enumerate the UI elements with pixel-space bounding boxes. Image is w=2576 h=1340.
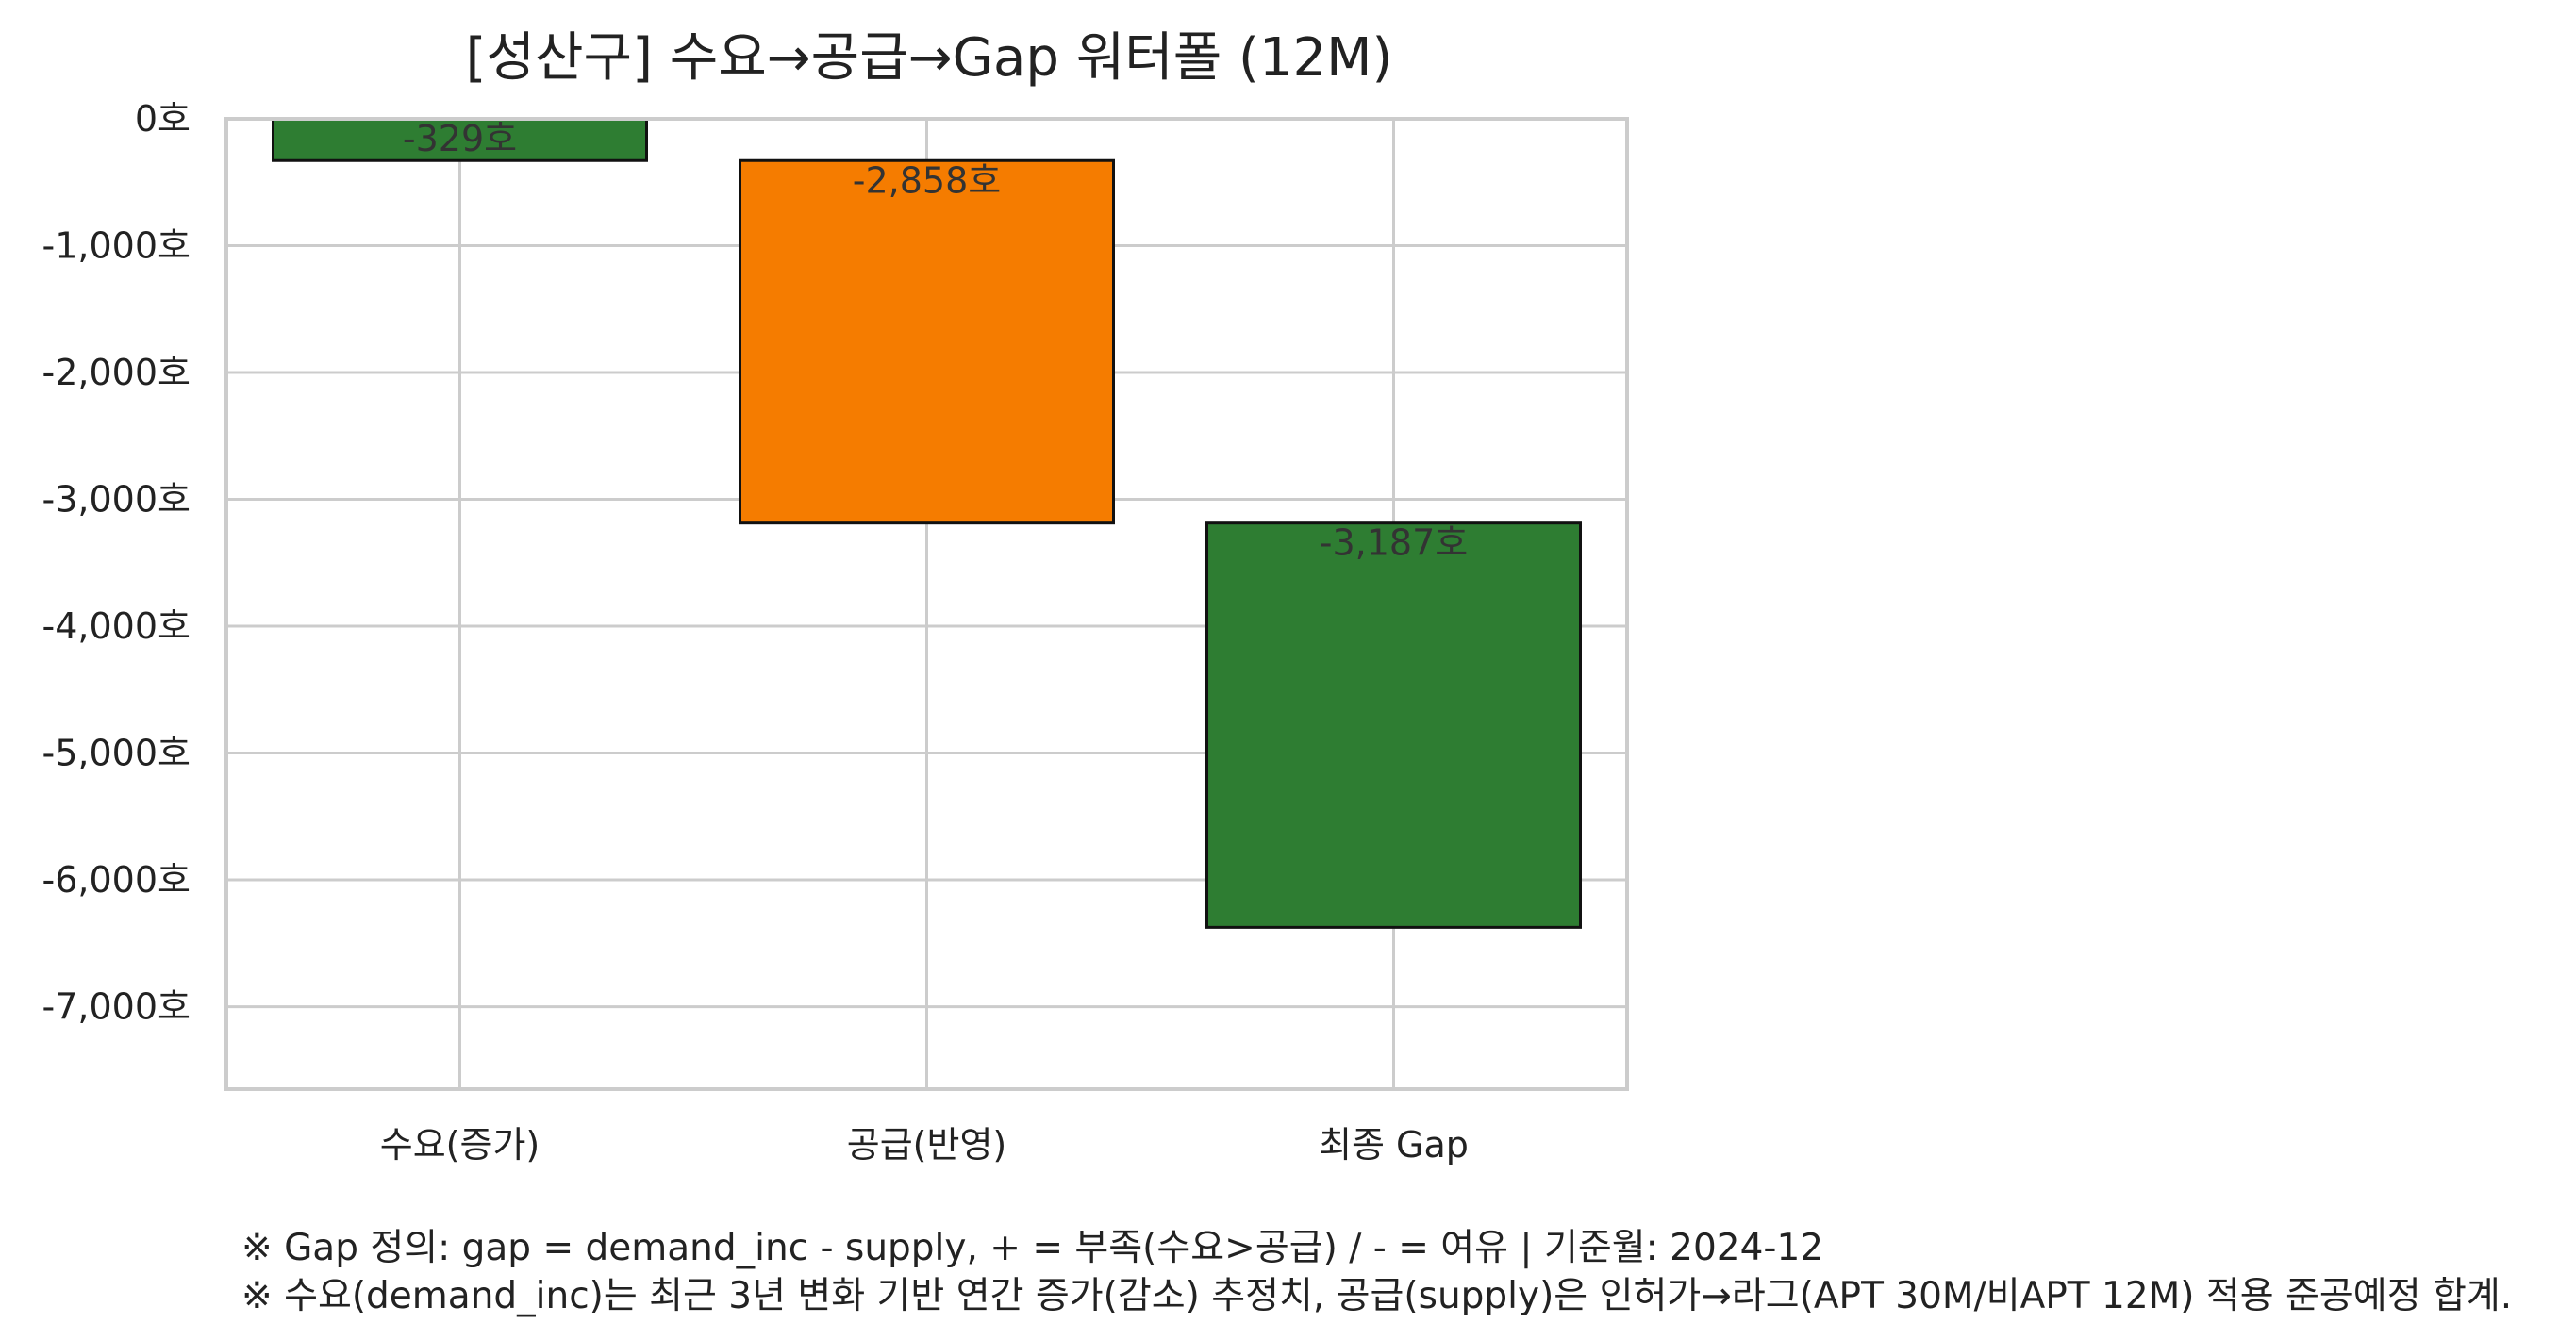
bar-value-label: -329호 [403, 118, 517, 159]
y-tick-label: -2,000호 [42, 352, 191, 393]
y-tick-label: -3,000호 [42, 479, 191, 521]
footnote-methodology: ※ 수요(demand_inc)는 최근 3년 변화 기반 연간 증가(감소) … [241, 1275, 2513, 1317]
bar-value-label: -2,858호 [853, 159, 1001, 201]
bar-3 [1205, 521, 1582, 929]
grid-lines [226, 117, 1627, 1089]
x-tick-label: 수요(증가) [380, 1124, 540, 1166]
y-tick-label: -5,000호 [42, 733, 191, 774]
y-tick-label: -4,000호 [42, 605, 191, 647]
y-tick-label: -6,000호 [42, 859, 191, 901]
x-tick-label: 최종 Gap [1319, 1124, 1469, 1166]
y-axis-ticks: 0호 -1,000호 -2,000호 -3,000호 -4,000호 -5,000호 -6,… [42, 98, 191, 1028]
bar-1 [272, 117, 648, 162]
footnote-gap-definition: ※ Gap 정의: gap = demand_inc - supply, + =… [241, 1227, 1824, 1269]
bar-labels: -329호 -2,858호 -3,187호 [403, 118, 1468, 564]
bar-value-label: -3,187호 [1320, 522, 1468, 564]
bars [272, 117, 1582, 929]
x-tick-label: 공급(반영) [847, 1124, 1007, 1166]
bar-2 [739, 158, 1115, 525]
y-tick-label: 0호 [135, 98, 191, 140]
y-tick-label: -1,000호 [42, 225, 191, 267]
x-axis-ticks: 수요(증가) 공급(반영) 최종 Gap [380, 1124, 1469, 1166]
chart-title: [성산구] 수요→공급→Gap 워터폴 (12M) [466, 27, 1393, 89]
y-tick-label: -7,000호 [42, 986, 191, 1028]
plot-frame [224, 117, 1629, 1091]
